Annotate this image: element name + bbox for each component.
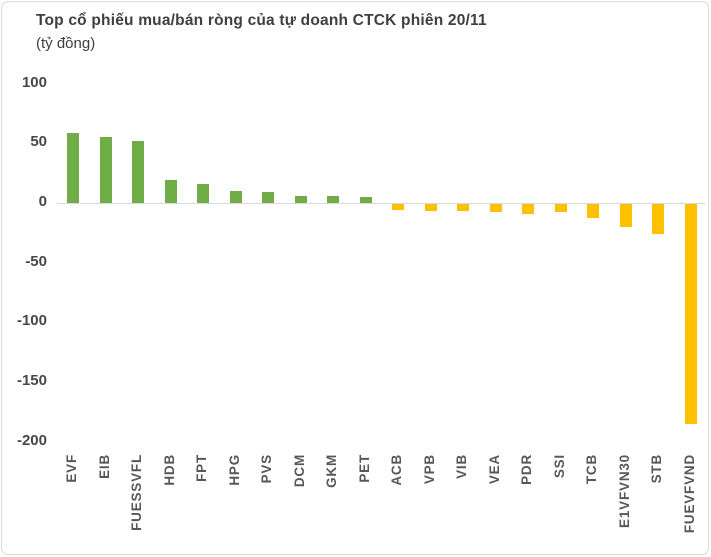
bar-pdr [522, 204, 534, 214]
bar-fuevfvnd [685, 204, 697, 424]
bar-fpt [197, 184, 209, 203]
x-axis-label: EIB [97, 454, 112, 479]
bar-stb [652, 204, 664, 234]
x-axis-label: VEA [487, 454, 502, 485]
bar-eib [100, 137, 112, 203]
x-axis-line [57, 203, 705, 204]
chart-title: Top cổ phiếu mua/bán ròng của tự doanh C… [36, 12, 487, 29]
x-axis-label: STB [649, 454, 664, 484]
x-axis-label: FUESSVFL [129, 454, 144, 531]
chart-unit-label: (tỷ đồng) [36, 35, 96, 52]
bar-vpb [425, 204, 437, 211]
x-axis-label: PVS [259, 454, 274, 484]
x-axis-label: GKM [324, 454, 339, 488]
bar-dcm [295, 196, 307, 203]
x-axis-label: FUEVFVND [682, 454, 697, 534]
bar-acb [392, 204, 404, 210]
bar-evf [67, 133, 79, 203]
x-axis-label: SSI [552, 454, 567, 479]
bar-hpg [230, 191, 242, 203]
x-axis-label: HDB [162, 454, 177, 486]
bar-fuessvfl [132, 141, 144, 203]
y-axis-tick-label: -50 [25, 252, 47, 270]
bar-vea [490, 204, 502, 212]
y-axis-tick-label: 100 [21, 73, 47, 91]
x-axis-label: HPG [227, 454, 242, 486]
bar-pet [360, 197, 372, 203]
x-axis-label: E1VFVN30 [617, 454, 632, 528]
x-axis-label: EVF [64, 454, 79, 483]
bar-tcb [587, 204, 599, 218]
bar-vib [457, 204, 469, 211]
x-axis-label: FPT [194, 454, 209, 482]
bar-ssi [555, 204, 567, 212]
x-axis-label: PDR [519, 454, 534, 485]
y-axis-tick-label: -200 [16, 431, 47, 449]
y-axis-tick-label: 0 [38, 193, 47, 210]
bar-gkm [327, 196, 339, 203]
x-axis-label: PET [357, 454, 372, 483]
x-axis-label: VPB [422, 454, 437, 485]
x-axis-label: VIB [454, 454, 469, 479]
x-axis-label: DCM [292, 454, 307, 488]
y-axis-tick-label: -150 [16, 371, 47, 389]
x-axis-label: ACB [389, 454, 404, 486]
y-axis-tick-label: -100 [16, 312, 47, 330]
bar-pvs [262, 192, 274, 203]
y-axis-tick-label: 50 [30, 133, 47, 151]
x-axis-label: TCB [584, 454, 599, 485]
bar-hdb [165, 180, 177, 203]
bar-e1vfvn30 [620, 204, 632, 227]
